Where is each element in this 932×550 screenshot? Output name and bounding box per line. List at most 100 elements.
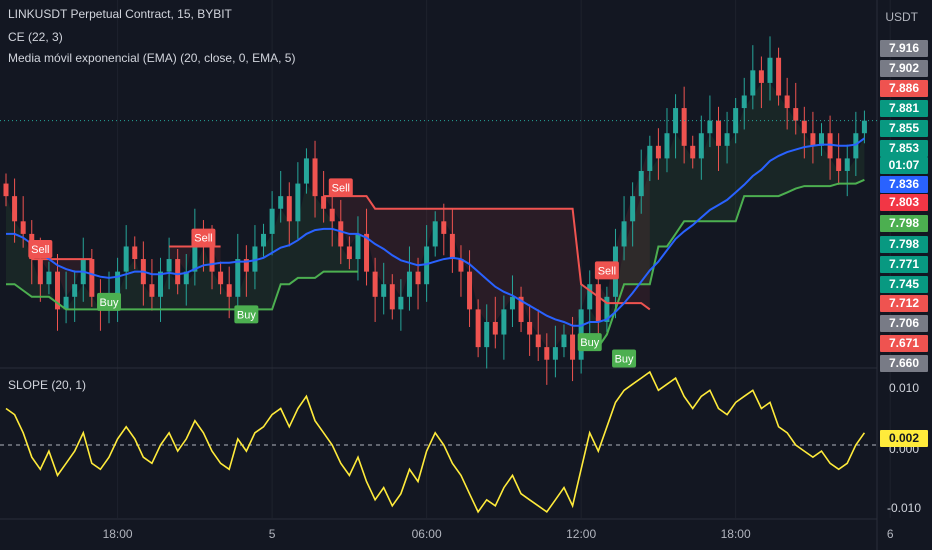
buy-signal-label: Buy: [580, 337, 599, 349]
candle-body: [46, 271, 52, 285]
candle-body: [750, 70, 756, 96]
candle-body: [329, 208, 335, 222]
ce-legend[interactable]: CE (22, 3): [8, 30, 63, 44]
candle-body: [278, 196, 284, 209]
candle-body: [20, 221, 26, 234]
slope-current-label: 0.002: [880, 430, 928, 447]
candle-body: [183, 271, 189, 285]
candle-body: [158, 271, 164, 297]
buy-signal-label: Buy: [100, 297, 119, 309]
slope-line: [5, 370, 866, 514]
candle-body: [449, 233, 455, 260]
price-label: 01:07: [880, 157, 928, 174]
time-axis-tick: 18:00: [103, 527, 133, 541]
candle-body: [269, 208, 275, 234]
buy-signal-label: Buy: [237, 309, 256, 321]
sell-signal: Sell: [191, 228, 216, 247]
price-label: 7.886: [880, 80, 928, 97]
candle-body: [389, 284, 395, 310]
short-stop-fill: [31, 233, 92, 297]
sell-signal: Sell: [28, 239, 53, 258]
currency-label[interactable]: USDT: [885, 10, 918, 24]
long-stop-fill: [6, 183, 358, 310]
candle-body: [818, 133, 824, 146]
candle-body: [12, 196, 18, 222]
slope-axis-bottom: -0.010: [886, 501, 922, 515]
candle-body: [810, 133, 816, 146]
buy-signal-box: [612, 349, 637, 368]
candle-body: [286, 196, 292, 222]
price-label: 7.798: [880, 236, 928, 253]
price-label: 7.902: [880, 60, 928, 77]
candle-body: [587, 284, 593, 310]
buy-signal-box: [97, 292, 122, 311]
candle-body: [243, 259, 249, 272]
time-axis-tick: 5: [269, 527, 276, 541]
candle-body: [758, 70, 764, 83]
buy-signal-label: Buy: [615, 353, 634, 365]
candle-body: [801, 120, 807, 134]
time-axis-tick: 06:00: [412, 527, 442, 541]
sell-signal: Sell: [328, 178, 353, 197]
candle-body: [647, 145, 653, 171]
candle-body: [115, 271, 121, 297]
candle-body: [535, 334, 541, 348]
candle-body: [501, 309, 507, 335]
candle-body: [595, 284, 601, 322]
sell-signal-box: [328, 178, 353, 197]
ema-line: [6, 137, 865, 327]
candle-body: [166, 259, 172, 272]
sell-signal: Sell: [594, 261, 619, 280]
sell-signal-label: Sell: [598, 265, 616, 277]
candle-body: [441, 221, 447, 234]
candle-body: [89, 259, 95, 297]
candle-body: [37, 259, 43, 285]
candle-body: [381, 284, 387, 297]
buy-signal-box: [577, 333, 602, 352]
candle-body: [509, 296, 515, 310]
candle-body: [218, 271, 224, 285]
candle-body: [415, 271, 421, 285]
sell-signal-box: [594, 261, 619, 280]
candle-body: [621, 221, 627, 247]
buy-signal: Buy: [612, 349, 637, 368]
buy-signal-box: [234, 305, 259, 324]
candle-body: [544, 347, 550, 360]
candle-body: [527, 321, 533, 335]
candle-body: [372, 271, 378, 297]
price-label: 7.712: [880, 295, 928, 312]
candle-body: [432, 221, 438, 247]
candle-body: [664, 133, 670, 159]
candle-body: [364, 233, 370, 272]
candle-body: [252, 246, 258, 272]
slope-axis-top: 0.010: [888, 381, 920, 395]
candle-body: [149, 284, 155, 297]
candle-body: [72, 284, 78, 297]
price-label: 7.706: [880, 315, 928, 332]
price-label: 7.745: [880, 276, 928, 293]
price-label: 7.660: [880, 355, 928, 372]
candle-body: [715, 120, 721, 146]
candle-body: [724, 133, 730, 146]
buy-signal: Buy: [97, 292, 122, 311]
candle-body: [561, 334, 567, 348]
candle-body: [3, 183, 9, 197]
candle-body: [398, 296, 404, 310]
candle-body: [853, 133, 859, 159]
candle-body: [303, 158, 309, 184]
candle-body: [861, 120, 867, 134]
candle-body: [175, 259, 181, 285]
candle-body: [690, 145, 696, 159]
slope-legend[interactable]: SLOPE (20, 1): [8, 378, 87, 392]
price-label: 7.853: [880, 140, 928, 157]
candle-body: [192, 233, 198, 272]
candle-body: [295, 183, 301, 222]
candle-body: [338, 221, 344, 247]
candle-body: [63, 296, 69, 310]
ema-legend[interactable]: Media móvil exponencial (EMA) (20, close…: [8, 51, 296, 65]
buy-signal: Buy: [234, 305, 259, 324]
symbol-legend[interactable]: LINKUSDT Perpetual Contract, 15, BYBIT: [8, 7, 232, 21]
candle-body: [484, 321, 490, 348]
sell-signal-label: Sell: [332, 182, 350, 194]
